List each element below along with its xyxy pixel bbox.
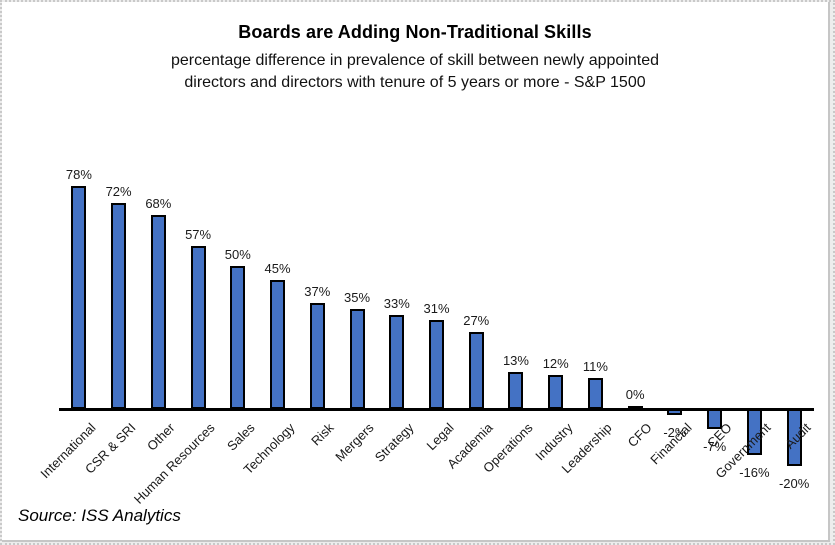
value-label-strategy: 33% (383, 295, 410, 311)
value-label-government: -16% (739, 464, 770, 480)
bar-international (71, 185, 87, 409)
value-label-international: 78% (65, 166, 92, 182)
value-label-audit: -20% (778, 476, 810, 492)
bar-csr-sri (111, 203, 127, 409)
value-label-other: 68% (145, 195, 172, 211)
value-label-cfo: 0% (625, 387, 645, 402)
bar-academia (468, 331, 484, 409)
value-label-financial: -2% (663, 424, 687, 440)
bar-other (150, 214, 166, 409)
chart-title: Boards are Adding Non-Traditional Skills (238, 22, 592, 42)
bar-strategy (389, 314, 405, 409)
chart-subtitle-line-2: directors and directors with tenure of 5… (184, 74, 646, 91)
bar-operations (508, 371, 524, 409)
value-label-legal: 31% (423, 301, 450, 317)
value-label-operations: 13% (502, 352, 529, 368)
chart-subtitle-line-1: percentage difference in prevalence of s… (170, 52, 660, 69)
bar-legal (429, 320, 444, 409)
value-label-technology: 45% (264, 261, 291, 277)
value-label-academia: 27% (463, 312, 490, 328)
bar-human-resources (190, 245, 206, 409)
value-label-ceo: -7% (703, 439, 727, 455)
value-label-risk: 37% (304, 284, 331, 300)
value-label-csr-sri: 72% (105, 184, 132, 200)
bar-mergers (349, 308, 365, 409)
bar-leadership (587, 377, 603, 409)
bar-industry (548, 374, 564, 409)
plot-area: 78% International 72% CSR & SRI 68% Other 57% H… (37, 122, 814, 522)
x-axis-line (59, 407, 814, 411)
value-label-sales: 50% (224, 247, 251, 262)
bar-technology (270, 280, 286, 409)
value-label-mergers: 35% (344, 289, 371, 305)
chart-subtitle: percentage difference in prevalence of s… (2, 50, 828, 94)
bar-sales (230, 266, 246, 409)
source-note: Source: ISS Analytics (18, 506, 181, 525)
value-label-human-resources: 57% (185, 226, 212, 242)
value-label-leadership: 11% (582, 358, 608, 374)
value-label-industry: 12% (542, 355, 569, 371)
bar-risk (309, 303, 325, 409)
